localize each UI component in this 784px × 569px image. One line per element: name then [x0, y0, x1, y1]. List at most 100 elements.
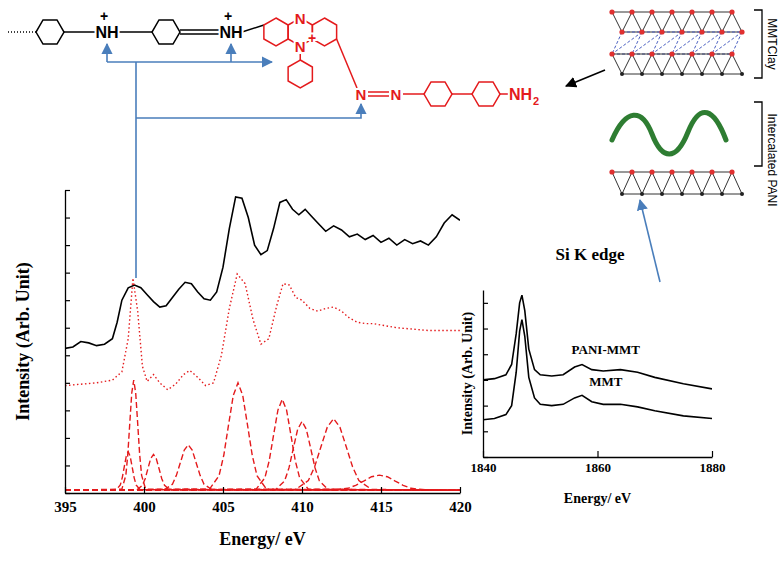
arrow	[230, 44, 232, 62]
chart-1: 184018601880Energy/ eVIntensity (Arb. Un…	[460, 245, 725, 506]
series-line	[65, 399, 460, 490]
lattice-bond	[712, 54, 732, 55]
lattice-bond	[692, 172, 712, 173]
lattice-atom	[650, 52, 654, 56]
lattice-bond	[632, 32, 642, 54]
bond	[118, 31, 152, 33]
atom-label: NH	[219, 24, 242, 41]
atom-label: N	[356, 86, 367, 103]
lattice-atom	[739, 29, 744, 34]
lattice-bond	[682, 74, 702, 75]
tick	[65, 438, 70, 439]
bracket	[754, 102, 762, 166]
ring	[36, 20, 64, 44]
lattice-bond	[642, 172, 652, 194]
lattice-bond	[692, 172, 702, 194]
lattice-bond	[732, 12, 742, 32]
lattice-bond	[702, 12, 712, 32]
lattice-atom	[699, 29, 704, 34]
lattice-bond	[672, 54, 692, 55]
tick	[65, 493, 70, 494]
lattice-bond	[722, 32, 742, 33]
series-line	[65, 380, 460, 490]
lattice-bond	[642, 32, 662, 33]
tick	[65, 465, 70, 466]
lattice-bond	[642, 12, 652, 32]
lattice-bond	[712, 172, 722, 194]
tick-mark	[65, 217, 70, 218]
y-axis	[65, 191, 70, 494]
lattice-atom	[689, 51, 694, 56]
y-axis-title: Intensity (Arb. Unit)	[460, 312, 476, 436]
lattice-bond	[642, 32, 662, 33]
lattice-bond	[652, 54, 662, 74]
lattice-bond	[722, 74, 742, 75]
lattice-bond	[652, 54, 672, 55]
lattice-bond	[612, 12, 632, 13]
tick-mark	[65, 493, 70, 494]
tick-mark	[483, 380, 488, 381]
lattice-atom	[680, 30, 684, 34]
tick-mark	[65, 328, 70, 329]
lattice-bond	[662, 32, 682, 33]
lattice-bond	[692, 32, 702, 54]
chart-0: 395400405410415420Energy/ eVIntensity (A…	[13, 191, 472, 550]
tick	[65, 328, 70, 329]
lattice-bond	[622, 54, 632, 74]
ring	[472, 82, 500, 106]
bond	[242, 25, 264, 32]
lattice-bond	[612, 12, 622, 32]
lattice-bond	[682, 194, 702, 195]
lattice-atom	[690, 52, 694, 56]
tick	[483, 457, 488, 458]
tick-label: 410	[291, 499, 314, 515]
tick: 400	[133, 487, 156, 515]
lattice-bond	[662, 32, 682, 33]
tick-mark	[597, 451, 598, 457]
lattice-bond	[712, 54, 722, 74]
tick	[65, 383, 70, 384]
tick-label: 395	[54, 499, 77, 515]
x-axis-title: Energy/ eV	[219, 529, 305, 549]
lattice-bond	[722, 54, 732, 74]
tick	[65, 273, 70, 274]
plot-area	[483, 295, 712, 420]
lattice-atom	[700, 30, 704, 34]
bond	[180, 29, 220, 31]
tick	[483, 380, 488, 381]
clay-schematic: MMTClayIntercalated PANI	[609, 9, 778, 206]
tick	[65, 300, 70, 301]
tick-mark	[65, 190, 70, 191]
lattice-bond	[632, 12, 642, 32]
lattice-bond	[692, 54, 712, 55]
lattice-atom	[640, 192, 644, 196]
lattice-bond	[652, 12, 672, 13]
lattice-atom	[609, 9, 614, 14]
lattice-bond	[622, 74, 642, 75]
lattice-atom	[660, 192, 664, 196]
lattice-bond	[722, 12, 732, 32]
clay-label: MMTClay	[765, 18, 779, 69]
series-line	[65, 421, 460, 490]
tick-mark	[223, 487, 224, 493]
axis-line	[483, 291, 484, 458]
lattice-bond	[632, 172, 642, 194]
tick-mark	[65, 410, 70, 411]
tick-mark	[483, 406, 488, 407]
lattice-bond	[612, 32, 642, 54]
tick-mark	[483, 431, 488, 432]
tick-label: 1880	[700, 460, 726, 475]
lattice-atom	[700, 192, 704, 196]
x-axis-title: Energy/ eV	[564, 491, 631, 506]
lattice-atom	[649, 169, 654, 174]
lattice-bond	[712, 12, 722, 32]
atom-label: N	[295, 10, 306, 27]
lattice-bond	[632, 172, 652, 173]
lattice-bond	[722, 172, 732, 194]
lattice-bond	[662, 194, 682, 195]
tick: 1880	[700, 451, 726, 475]
lattice-bond	[642, 74, 662, 75]
lattice-atom	[740, 30, 744, 34]
lattice-bond	[672, 12, 692, 13]
lattice-atom	[619, 29, 624, 34]
